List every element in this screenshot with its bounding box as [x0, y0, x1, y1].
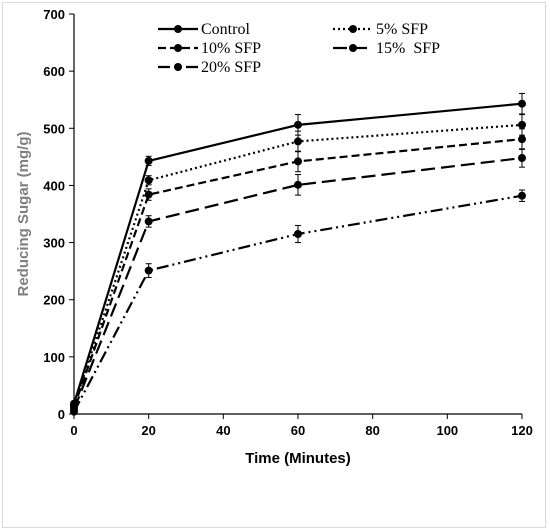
legend-label: 5% SFP	[376, 21, 428, 38]
legend-label: 15% SFP	[376, 40, 440, 57]
data-point	[294, 180, 302, 189]
data-point	[144, 156, 153, 165]
legend: Control 5% SFP 10% SFP 15% SFP 20% SFP	[158, 21, 440, 76]
series-line	[73, 194, 523, 413]
y-tick-label: 200	[43, 293, 65, 308]
data-point	[518, 135, 526, 144]
data-point	[144, 176, 153, 185]
data-point	[144, 190, 153, 199]
x-tick-label: 60	[291, 423, 305, 438]
x-tick-label: 0	[70, 423, 77, 438]
x-ticks: 0 20 40 60 80 100 120	[70, 414, 533, 438]
legend-item: Control	[158, 21, 250, 38]
x-tick-label: 120	[511, 423, 533, 438]
data-point	[144, 266, 153, 275]
data-point	[294, 230, 302, 238]
y-tick-label: 600	[43, 64, 65, 79]
y-tick-label: 0	[58, 407, 65, 422]
legend-label: 10% SFP	[201, 40, 261, 57]
x-axis-title: Time (Minutes)	[245, 450, 351, 467]
data-point	[294, 120, 302, 129]
legend-item: 15% SFP	[333, 40, 440, 57]
x-tick-label: 100	[436, 423, 458, 438]
series-2	[70, 128, 526, 412]
y-ticks: 0 100 200 300 400 500 600 700	[43, 7, 74, 422]
legend-marker	[174, 63, 182, 71]
series-line	[72, 102, 523, 405]
series-3	[70, 148, 526, 414]
legend-marker	[349, 25, 357, 33]
y-tick-label: 100	[43, 350, 65, 365]
legend-item: 5% SFP	[333, 21, 428, 38]
data-point	[518, 154, 526, 162]
series-line	[72, 156, 523, 410]
y-tick-label: 700	[43, 7, 65, 22]
data-point	[518, 120, 526, 129]
legend-marker	[174, 44, 182, 52]
data-point	[518, 191, 526, 200]
y-axis-title: Reducing Sugar (mg/g)	[15, 131, 32, 296]
legend-item: 10% SFP	[158, 40, 261, 57]
data-point	[70, 407, 78, 416]
y-tick-label: 300	[43, 236, 65, 251]
legend-label: Control	[201, 21, 250, 38]
legend-label: 20% SFP	[201, 59, 261, 76]
series-layer	[70, 92, 526, 416]
chart-frame	[2, 2, 546, 528]
legend-marker	[349, 44, 357, 52]
y-tick-label: 500	[43, 121, 65, 136]
data-point	[294, 157, 302, 166]
legend-marker	[174, 25, 182, 33]
data-point	[518, 99, 526, 108]
x-tick-label: 40	[216, 423, 230, 438]
data-point	[294, 137, 302, 146]
legend-item: 20% SFP	[158, 59, 261, 76]
series-line	[72, 138, 523, 408]
series-4	[70, 189, 526, 416]
x-tick-label: 80	[365, 423, 379, 438]
y-tick-label: 400	[43, 178, 65, 193]
data-point	[144, 217, 153, 226]
x-tick-label: 20	[141, 423, 155, 438]
